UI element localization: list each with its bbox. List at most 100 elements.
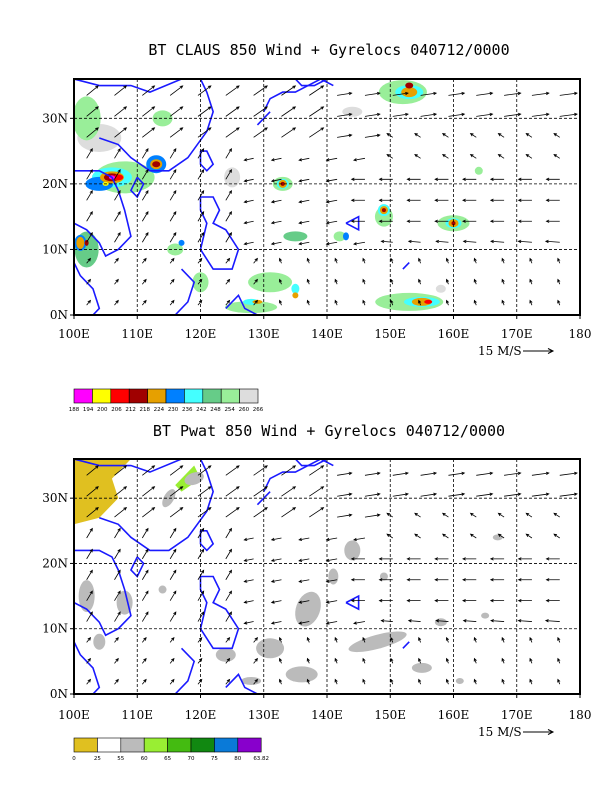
wind-vector (281, 465, 297, 476)
wind-vector (418, 678, 422, 685)
chart-title-bottom: BT Pwat 850 Wind + Gyrelocs 040712/0000 (153, 422, 505, 440)
wind-vector (497, 133, 505, 138)
x-tick-label: 150E (374, 327, 406, 341)
wind-vector (418, 278, 422, 285)
x-tick-label: 130E (248, 327, 280, 341)
wind-vector (529, 678, 533, 685)
colorbar-label: 70 (188, 756, 195, 762)
wind-vector (559, 492, 578, 497)
wind-vector (392, 112, 409, 117)
wind-vector (445, 678, 450, 685)
wind-vector (350, 219, 365, 223)
wind-vector (462, 239, 477, 244)
wind-vector (86, 548, 93, 560)
wind-vector (504, 91, 522, 96)
wind-vector (476, 91, 494, 96)
x-tick-label: 100E (58, 708, 90, 722)
wind-vector (525, 133, 533, 138)
wind-vector (141, 231, 149, 243)
wind-vector (225, 507, 240, 518)
wind-vector (278, 278, 283, 285)
wind-vector (517, 598, 532, 603)
wind-vector (86, 127, 99, 138)
wind-vector (473, 657, 477, 664)
wind-vector (337, 513, 353, 518)
y-tick-label: 20N (42, 177, 68, 191)
colorbar-swatch (220, 388, 240, 404)
wind-vector (420, 112, 438, 117)
fill-patch (344, 540, 361, 561)
top-coastline (74, 79, 410, 315)
wind-vector (225, 85, 240, 96)
coastline (174, 647, 196, 694)
wind-vector (243, 600, 254, 604)
wind-vector (501, 678, 505, 685)
colorbar-label: 75 (211, 756, 218, 762)
wind-vector (86, 569, 93, 580)
wind-vector (325, 199, 338, 204)
coastline (294, 459, 328, 467)
wind-vector (489, 598, 505, 603)
wind-vector (86, 611, 93, 622)
colorbar-label: 248 (210, 407, 221, 413)
wind-vector (435, 619, 449, 623)
wind-vector (334, 299, 338, 306)
wind-vector (86, 486, 99, 497)
wind-vector (225, 231, 232, 243)
wind-vector (298, 220, 310, 225)
wind-vector (169, 611, 177, 622)
wind-vector (270, 178, 282, 183)
wind-vector (253, 85, 268, 96)
coastline (345, 215, 360, 232)
wind-vector (414, 133, 421, 138)
bottom-vector-key: 15 M/S (478, 725, 555, 739)
colorbar-swatch (190, 737, 215, 753)
wind-vector (169, 210, 177, 222)
wind-vector (557, 257, 561, 264)
wind-vector (406, 219, 421, 223)
wind-vector (517, 239, 532, 244)
wind-vector (378, 598, 393, 603)
wind-vector (197, 169, 205, 180)
wind-vector (114, 678, 119, 685)
wind-vector (86, 257, 92, 264)
wind-vector (504, 492, 522, 497)
x-tick-label: 110E (121, 327, 153, 341)
wind-vector (504, 471, 522, 476)
wind-vector (469, 533, 477, 539)
wind-vector (353, 537, 366, 542)
wind-vector (353, 621, 366, 625)
wind-vector (418, 657, 422, 664)
wind-vector (278, 636, 283, 643)
x-tick-label: 140E (311, 708, 343, 722)
coastline (199, 575, 240, 650)
x-tick-label: 170E (501, 708, 533, 722)
wind-vector (350, 198, 365, 202)
wind-vector (325, 537, 338, 542)
top-fill-layer (74, 80, 483, 314)
wind-vector (253, 636, 259, 643)
x-tick-label: 120E (185, 327, 217, 341)
wind-vector (378, 177, 393, 181)
wind-vector (114, 106, 128, 117)
wind-vector (306, 278, 310, 285)
fill-patch (74, 96, 101, 141)
wind-vector (114, 231, 121, 243)
wind-vector (434, 598, 449, 603)
wind-vector (378, 198, 393, 202)
wind-vector (553, 512, 560, 518)
coastline (225, 293, 258, 315)
wind-vector (142, 106, 156, 117)
wind-vector (169, 527, 177, 539)
wind-vector (325, 579, 338, 583)
wind-vector (362, 257, 366, 264)
wind-vector (169, 678, 175, 685)
wind-vector (362, 299, 366, 306)
wind-vector (197, 278, 203, 285)
wind-vector (169, 148, 177, 159)
wind-vector (86, 527, 93, 539)
wind-vector (334, 657, 338, 664)
fill-patch (328, 568, 339, 585)
wind-vector (462, 578, 477, 582)
colorbar-swatch (128, 388, 148, 404)
